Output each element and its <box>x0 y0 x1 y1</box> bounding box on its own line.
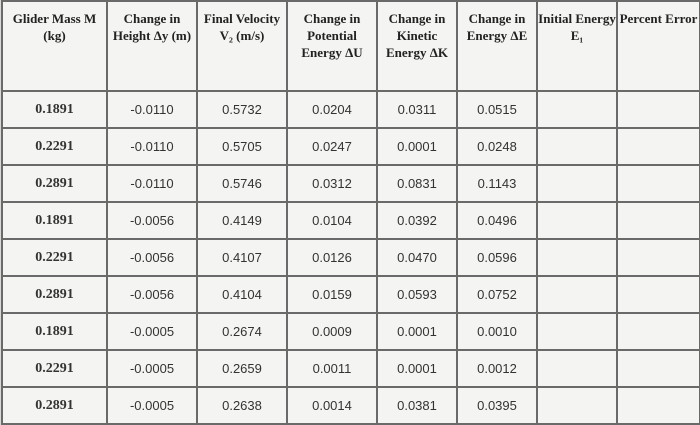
table-cell: 0.2891 <box>1 275 108 314</box>
column-header: Change in Potential Energy ΔU <box>286 0 378 92</box>
table-cell: 0.2674 <box>196 312 288 351</box>
table-cell: 0.0104 <box>286 201 378 240</box>
table-cell: 0.2291 <box>1 349 108 388</box>
table-cell: 0.0831 <box>376 164 458 203</box>
empty-cell <box>616 312 700 351</box>
table-cell: 0.0395 <box>456 386 538 425</box>
table-cell: -0.0056 <box>106 201 198 240</box>
empty-cell <box>616 90 700 129</box>
empty-cell <box>536 238 618 277</box>
table-cell: 0.0312 <box>286 164 378 203</box>
table-cell: 0.0515 <box>456 90 538 129</box>
table-cell: 0.0001 <box>376 349 458 388</box>
table-cell: 0.0248 <box>456 127 538 166</box>
table-cell: 0.2891 <box>1 386 108 425</box>
table-row: 0.2891 -0.0110 0.5746 0.0312 0.0831 0.1143 <box>1 164 700 203</box>
table-cell: 0.0596 <box>456 238 538 277</box>
empty-cell <box>616 386 700 425</box>
empty-cell <box>536 275 618 314</box>
table-cell: 0.0392 <box>376 201 458 240</box>
table-row: 0.2291 -0.0110 0.5705 0.0247 0.0001 0.0248 <box>1 127 700 166</box>
table-cell: 0.1891 <box>1 201 108 240</box>
table-cell: 0.0381 <box>376 386 458 425</box>
table-cell: 0.2638 <box>196 386 288 425</box>
empty-cell <box>616 164 700 203</box>
table-row: 0.2291 -0.0005 0.2659 0.0011 0.0001 0.0012 <box>1 349 700 388</box>
table-row: 0.1891 -0.0110 0.5732 0.0204 0.0311 0.0515 <box>1 90 700 129</box>
table-cell: 0.4107 <box>196 238 288 277</box>
table-cell: 0.4104 <box>196 275 288 314</box>
table-cell: -0.0110 <box>106 90 198 129</box>
column-header: Final Velocity V₂ (m/s) <box>196 0 288 92</box>
table-cell: -0.0005 <box>106 312 198 351</box>
empty-cell <box>536 164 618 203</box>
table-cell: 0.0126 <box>286 238 378 277</box>
empty-cell <box>536 349 618 388</box>
table-row: 0.2891 -0.0056 0.4104 0.0159 0.0593 0.0752 <box>1 275 700 314</box>
table-cell: 0.0011 <box>286 349 378 388</box>
table-cell: -0.0056 <box>106 275 198 314</box>
table-cell: 0.0001 <box>376 312 458 351</box>
column-header: Change in Energy ΔE <box>456 0 538 92</box>
table-cell: 0.4149 <box>196 201 288 240</box>
table-cell: 0.2659 <box>196 349 288 388</box>
table-cell: 0.2291 <box>1 127 108 166</box>
table-row: 0.2891 -0.0005 0.2638 0.0014 0.0381 0.0395 <box>1 386 700 425</box>
empty-cell <box>616 349 700 388</box>
table-cell: 0.0204 <box>286 90 378 129</box>
table-cell: 0.5746 <box>196 164 288 203</box>
table-cell: 0.0159 <box>286 275 378 314</box>
empty-cell <box>536 90 618 129</box>
empty-cell <box>616 127 700 166</box>
empty-cell <box>536 386 618 425</box>
empty-cell <box>536 312 618 351</box>
empty-cell <box>536 127 618 166</box>
table-cell: 0.0470 <box>376 238 458 277</box>
table-row: 0.1891 -0.0005 0.2674 0.0009 0.0001 0.0010 <box>1 312 700 351</box>
table-cell: 0.0009 <box>286 312 378 351</box>
empty-cell <box>616 238 700 277</box>
table-cell: 0.1891 <box>1 312 108 351</box>
table-cell: 0.0593 <box>376 275 458 314</box>
table-cell: 0.0247 <box>286 127 378 166</box>
table-cell: 0.0010 <box>456 312 538 351</box>
table-cell: 0.2291 <box>1 238 108 277</box>
table-cell: 0.0496 <box>456 201 538 240</box>
column-header: Initial Energy E₁ <box>536 0 618 92</box>
table-cell: 0.0012 <box>456 349 538 388</box>
empty-cell <box>536 201 618 240</box>
table-cell: 0.0001 <box>376 127 458 166</box>
table-cell: -0.0056 <box>106 238 198 277</box>
table-cell: 0.5705 <box>196 127 288 166</box>
table-cell: 0.1891 <box>1 90 108 129</box>
table-cell: -0.0110 <box>106 164 198 203</box>
table-cell: 0.1143 <box>456 164 538 203</box>
table-cell: 0.5732 <box>196 90 288 129</box>
header-row: Glider Mass M (kg) Change in Height Δy (m… <box>1 0 700 92</box>
table-cell: -0.0005 <box>106 386 198 425</box>
table-body: 0.1891 -0.0110 0.5732 0.0204 0.0311 0.0515 0.2… <box>1 90 700 425</box>
table-cell: 0.0014 <box>286 386 378 425</box>
table-row: 0.1891 -0.0056 0.4149 0.0104 0.0392 0.0496 <box>1 201 700 240</box>
empty-cell <box>616 275 700 314</box>
table-cell: 0.0752 <box>456 275 538 314</box>
table-row: 0.2291 -0.0056 0.4107 0.0126 0.0470 0.0596 <box>1 238 700 277</box>
table-cell: -0.0110 <box>106 127 198 166</box>
column-header: Glider Mass M (kg) <box>1 0 108 92</box>
column-header: Change in Height Δy (m) <box>106 0 198 92</box>
table-cell: -0.0005 <box>106 349 198 388</box>
table-cell: 0.0311 <box>376 90 458 129</box>
empty-cell <box>616 201 700 240</box>
column-header: Percent Error <box>616 0 700 92</box>
table-cell: 0.2891 <box>1 164 108 203</box>
column-header: Change in Kinetic Energy ΔK <box>376 0 458 92</box>
